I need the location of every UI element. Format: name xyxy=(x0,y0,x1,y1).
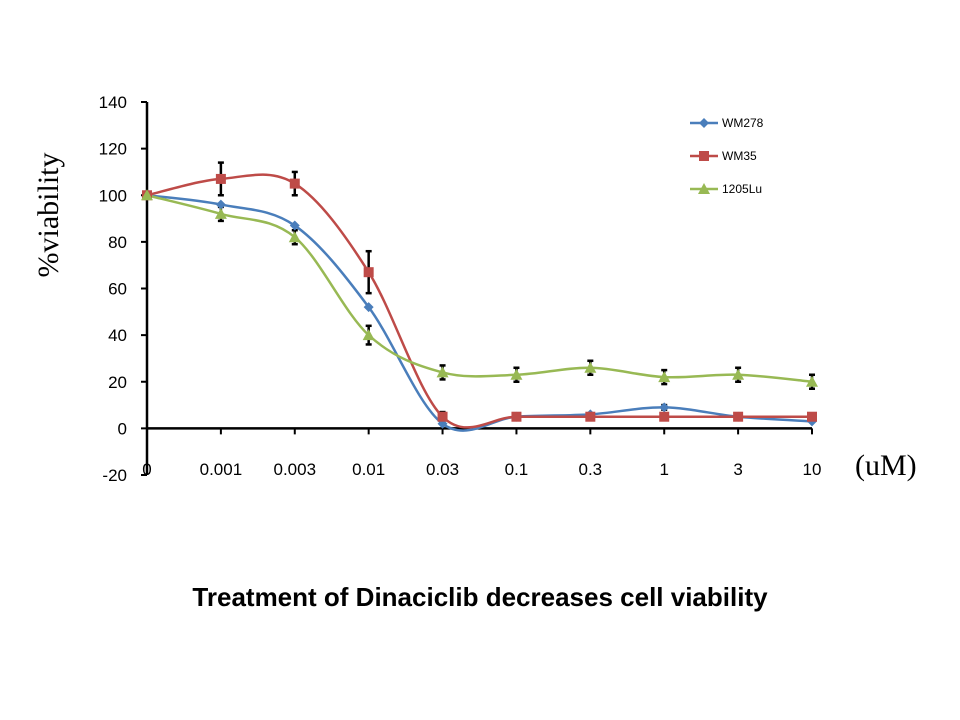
x-tick-label: 0.1 xyxy=(505,460,529,479)
legend-marker-wm278 xyxy=(699,118,709,128)
data-point-wm35 xyxy=(585,411,596,422)
x-tick-label: 1 xyxy=(659,460,668,479)
legend-marker-1205lu xyxy=(698,183,710,194)
figure-caption: Treatment of Dinaciclib decreases cell v… xyxy=(192,582,768,612)
data-point-wm35 xyxy=(215,173,226,184)
data-point-wm35 xyxy=(363,267,374,278)
data-point-wm278 xyxy=(289,220,300,231)
series-line-wm35 xyxy=(146,173,812,429)
data-point-wm35 xyxy=(437,411,448,422)
x-tick-label: 0.001 xyxy=(200,460,243,479)
data-point-1205lu xyxy=(658,371,671,383)
y-tick-label: 0 xyxy=(118,419,127,438)
legend-marker-wm35 xyxy=(699,151,709,161)
data-point-wm278 xyxy=(215,199,226,210)
tick-labels: -20 0 20 40 60 80 100 120 140 0 0.001 0.003 0.01 0.03… xyxy=(99,93,822,485)
legend-label-wm35: WM35 xyxy=(722,149,757,163)
viability-chart: -20 0 20 40 60 80 100 120 140 0 0.001 0.003 0.01 0.03… xyxy=(32,93,917,485)
x-tick-label: 0.003 xyxy=(274,460,317,479)
data-point-wm35 xyxy=(733,411,744,422)
series-markers xyxy=(141,173,818,429)
legend: WM278 WM35 1205Lu xyxy=(690,116,764,196)
data-point-1205lu xyxy=(288,231,301,243)
data-point-1205lu xyxy=(584,361,597,373)
x-tick-label: 0.3 xyxy=(579,460,603,479)
legend-label-1205lu: 1205Lu xyxy=(722,182,762,196)
y-tick-label: 60 xyxy=(108,280,127,299)
y-tick-label: 140 xyxy=(99,93,127,112)
data-point-1205lu xyxy=(141,189,153,201)
chart-axes xyxy=(141,101,813,476)
data-point-1205lu xyxy=(362,329,375,341)
data-point-wm278 xyxy=(363,302,374,313)
series-lines xyxy=(146,173,813,432)
data-point-wm278 xyxy=(659,402,670,413)
data-point-1205lu xyxy=(436,366,449,378)
data-point-1205lu xyxy=(214,207,227,219)
data-point-wm35 xyxy=(807,411,817,422)
x-tick-label: 0.03 xyxy=(426,460,459,479)
x-tick-label: 10 xyxy=(803,460,822,479)
legend-label-wm278: WM278 xyxy=(722,116,764,130)
x-axis-unit-label: (uM) xyxy=(855,449,917,482)
y-tick-label: 120 xyxy=(99,140,127,159)
data-point-1205lu xyxy=(806,375,818,387)
series-line-wm278 xyxy=(146,194,813,432)
x-tick-label: 3 xyxy=(733,460,742,479)
y-tick-label: -20 xyxy=(102,466,127,485)
data-point-wm35 xyxy=(289,178,300,189)
series-line-1205lu xyxy=(146,194,813,383)
y-tick-label: 100 xyxy=(99,186,127,205)
data-point-wm35 xyxy=(659,411,670,422)
data-point-1205lu xyxy=(510,368,523,380)
error-bars xyxy=(217,161,815,423)
y-axis-label: %viability xyxy=(32,153,65,278)
y-tick-label: 20 xyxy=(108,373,127,392)
y-tick-label: 40 xyxy=(108,326,127,345)
x-tick-label: 0.01 xyxy=(352,460,385,479)
data-point-1205lu xyxy=(732,368,745,380)
y-tick-label: 80 xyxy=(108,233,127,252)
data-point-wm35 xyxy=(511,411,522,422)
x-tick-label: 0 xyxy=(142,460,151,479)
